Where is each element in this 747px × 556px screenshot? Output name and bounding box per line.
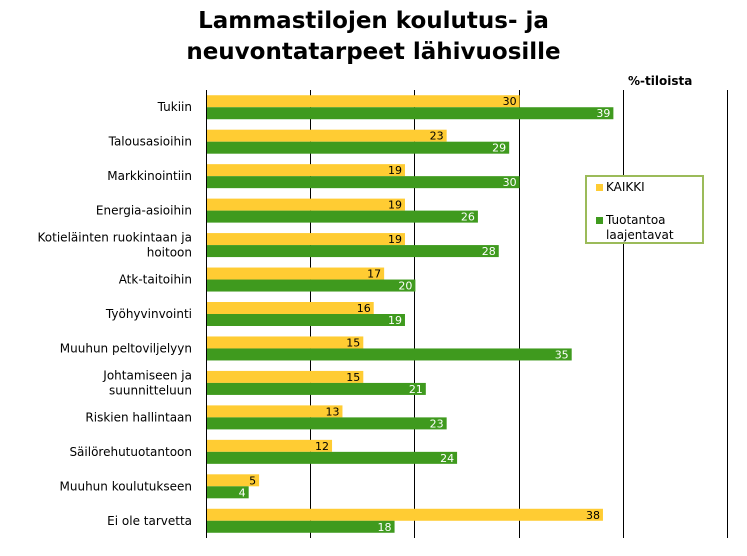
category-label-atk-taitoihin: Atk-taitoihin xyxy=(119,273,192,287)
data-label-riskien-hallintaan-kaikki: 13 xyxy=(325,405,339,418)
bar-muuhun-koulutukseen-tuotantoa-laajentavat xyxy=(207,486,249,499)
bar-muuhun-koulutukseen-kaikki xyxy=(207,474,260,487)
data-label-muuhun-koulutukseen-kaikki: 5 xyxy=(249,474,256,487)
chart-title-line-2: neuvontatarpeet lähivuosille xyxy=(186,39,561,65)
category-label-muuhun-peltoviljelyyn: Muuhun peltoviljelyyn xyxy=(60,341,192,355)
data-label-ei-ole-tarvetta-kaikki: 38 xyxy=(586,509,600,522)
data-label-muuhun-peltoviljelyyn-kaikki: 15 xyxy=(346,336,360,349)
legend-label-tuotantoa-laajentavat-line-1: Tuotantoa xyxy=(606,213,666,227)
legend-label-kaikki-line-1: KAIKKI xyxy=(606,180,645,194)
bar-talousasioihin-tuotantoa-laajentavat xyxy=(207,141,510,154)
data-label-muuhun-peltoviljelyyn-tuotantoa-laajentavat: 35 xyxy=(555,348,569,361)
legend-label-tuotantoa-laajentavat: Tuotantoa laajentavat xyxy=(606,213,674,243)
bar-tukiin-kaikki xyxy=(207,95,520,108)
bar-työhyvinvointi-kaikki xyxy=(207,302,374,314)
category-label-säilörehutuotantoon: Säilörehutuotantoon xyxy=(69,445,192,459)
bar-johtamiseen-ja-suunnitteluun-kaikki xyxy=(207,370,364,383)
category-label-kotieläinten-ruokintaan-ja-hoitoon-line-2: hoitoon xyxy=(147,246,192,260)
data-label-johtamiseen-ja-suunnitteluun-tuotantoa-laajentavat: 21 xyxy=(409,383,423,396)
data-label-energia-asioihin-tuotantoa-laajentavat: 26 xyxy=(461,211,475,224)
bar-muuhun-peltoviljelyyn-tuotantoa-laajentavat xyxy=(207,348,572,361)
bar-muuhun-peltoviljelyyn-kaikki xyxy=(207,336,364,349)
bar-johtamiseen-ja-suunnitteluun-tuotantoa-laajentavat xyxy=(207,382,426,395)
data-label-säilörehutuotantoon-tuotantoa-laajentavat: 24 xyxy=(440,452,454,465)
category-label-työhyvinvointi: Työhyvinvointi xyxy=(105,307,192,321)
bar-säilörehutuotantoon-tuotantoa-laajentavat xyxy=(207,451,458,464)
data-label-atk-taitoihin-tuotantoa-laajentavat: 20 xyxy=(398,280,412,293)
bar-markkinointiin-kaikki xyxy=(207,164,405,177)
chart-title-line-1: Lammastilojen koulutus- ja xyxy=(198,8,549,34)
data-label-muuhun-koulutukseen-tuotantoa-laajentavat: 4 xyxy=(239,486,246,499)
bar-ei-ole-tarvetta-tuotantoa-laajentavat xyxy=(207,520,395,533)
bar-säilörehutuotantoon-kaikki xyxy=(207,439,333,452)
legend-swatch-tuotantoa-laajentavat xyxy=(596,217,603,224)
legend-label-kaikki: KAIKKI xyxy=(606,180,645,195)
data-label-riskien-hallintaan-tuotantoa-laajentavat: 23 xyxy=(430,417,444,430)
category-label-energia-asioihin: Energia-asioihin xyxy=(96,204,192,218)
bar-tukiin-tuotantoa-laajentavat xyxy=(207,107,614,120)
data-label-kotieläinten-ruokintaan-ja-hoitoon-tuotantoa-laajentavat: 28 xyxy=(482,245,496,258)
bar-ei-ole-tarvetta-kaikki xyxy=(207,508,603,521)
category-label-talousasioihin: Talousasioihin xyxy=(108,135,192,149)
data-label-kotieläinten-ruokintaan-ja-hoitoon-kaikki: 19 xyxy=(388,233,402,246)
data-label-ei-ole-tarvetta-tuotantoa-laajentavat: 18 xyxy=(378,521,392,534)
data-label-markkinointiin-kaikki: 19 xyxy=(388,164,402,177)
bar-riskien-hallintaan-kaikki xyxy=(207,405,343,418)
data-label-työhyvinvointi-kaikki: 16 xyxy=(357,302,371,315)
bar-markkinointiin-tuotantoa-laajentavat xyxy=(207,176,520,189)
bar-energia-asioihin-kaikki xyxy=(207,198,405,211)
data-label-talousasioihin-tuotantoa-laajentavat: 29 xyxy=(492,142,506,155)
category-label-tukiin: Tukiin xyxy=(157,100,192,114)
bar-työhyvinvointi-tuotantoa-laajentavat xyxy=(207,314,405,326)
bar-riskien-hallintaan-tuotantoa-laajentavat xyxy=(207,417,447,430)
chart-title: Lammastilojen koulutus- ja neuvontatarpe… xyxy=(0,6,747,68)
data-label-tukiin-tuotantoa-laajentavat: 39 xyxy=(596,107,610,120)
category-label-muuhun-koulutukseen: Muuhun koulutukseen xyxy=(60,479,193,493)
legend-item-kaikki: KAIKKI xyxy=(596,180,645,195)
category-label-riskien-hallintaan: Riskien hallintaan xyxy=(85,410,192,424)
data-label-työhyvinvointi-tuotantoa-laajentavat: 19 xyxy=(388,314,402,327)
category-label-kotieläinten-ruokintaan-ja-hoitoon-line-1: Kotieläinten ruokintaan ja xyxy=(38,231,192,245)
bar-talousasioihin-kaikki xyxy=(207,129,447,142)
category-label-johtamiseen-ja-suunnitteluun-line-1: Johtamiseen ja xyxy=(102,368,192,382)
legend-item-tuotantoa-laajentavat: Tuotantoa laajentavat xyxy=(596,213,674,243)
category-label-markkinointiin: Markkinointiin xyxy=(107,169,192,183)
legend-swatch-kaikki xyxy=(596,184,603,191)
bar-energia-asioihin-tuotantoa-laajentavat xyxy=(207,210,478,223)
chart-legend: KAIKKI Tuotantoa laajentavat xyxy=(585,175,704,244)
category-label-ei-ole-tarvetta: Ei ole tarvetta xyxy=(107,514,192,528)
data-label-markkinointiin-tuotantoa-laajentavat: 30 xyxy=(503,176,517,189)
data-label-tukiin-kaikki: 30 xyxy=(503,95,517,108)
bar-atk-taitoihin-tuotantoa-laajentavat xyxy=(207,279,416,292)
category-label-johtamiseen-ja-suunnitteluun-line-2: suunnitteluun xyxy=(109,383,192,397)
bar-kotieläinten-ruokintaan-ja-hoitoon-kaikki xyxy=(207,233,405,246)
unit-label: %-tiloista xyxy=(628,74,693,88)
data-label-atk-taitoihin-kaikki: 17 xyxy=(367,268,381,281)
data-label-johtamiseen-ja-suunnitteluun-kaikki: 15 xyxy=(346,371,360,384)
data-label-energia-asioihin-kaikki: 19 xyxy=(388,199,402,212)
legend-label-tuotantoa-laajentavat-line-2: laajentavat xyxy=(606,228,674,242)
bar-kotieläinten-ruokintaan-ja-hoitoon-tuotantoa-laajentavat xyxy=(207,245,499,258)
bar-atk-taitoihin-kaikki xyxy=(207,267,385,280)
data-label-säilörehutuotantoon-kaikki: 12 xyxy=(315,440,329,453)
data-label-talousasioihin-kaikki: 23 xyxy=(430,130,444,143)
